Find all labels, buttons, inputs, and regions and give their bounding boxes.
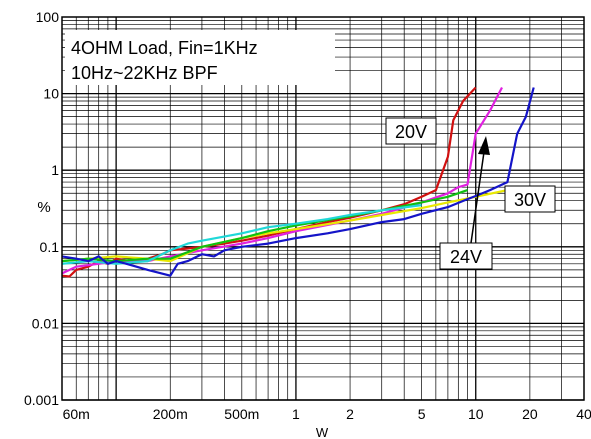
condition-line-1: 4OHM Load, Fin=1KHz <box>71 38 258 58</box>
x-tick-label: 5 <box>418 406 426 422</box>
x-tick-label: 1 <box>292 406 300 422</box>
label-24v: 24V <box>439 136 493 270</box>
label-24v-text: 24V <box>450 247 482 267</box>
x-tick-label: 10 <box>468 406 484 422</box>
series-line-4 <box>61 189 468 263</box>
label-20v-text: 20V <box>395 122 427 142</box>
y-tick-label: 10 <box>43 86 59 102</box>
series-line-3 <box>61 186 522 263</box>
x-tick-label: 500m <box>224 406 259 422</box>
arrow-head-24v <box>478 136 490 155</box>
x-tick-label: 200m <box>153 406 188 422</box>
x-tick-label: 40 <box>576 406 591 422</box>
plot-frame <box>61 16 585 401</box>
condition-box: 4OHM Load, Fin=1KHz 10Hz~22KHz BPF <box>65 30 335 85</box>
label-30v-text: 30V <box>514 190 546 210</box>
y-tick-label: 100 <box>36 9 60 25</box>
y-tick-label: 0.1 <box>40 239 60 255</box>
x-tick-label: 2 <box>346 406 354 422</box>
x-tick-label: 20 <box>522 406 538 422</box>
y-axis-label: % <box>37 199 50 216</box>
x-axis-label: W <box>316 425 329 439</box>
tick-labels: 0.001 0.01 0.1 1 10 100 60m 200m 500m 1 2 5 10 20 40 <box>24 9 591 422</box>
y-tick-label: 0.01 <box>32 315 59 331</box>
condition-line-2: 10Hz~22KHz BPF <box>71 63 218 83</box>
label-30v: 30V <box>504 185 556 213</box>
x-tick-label: 60m <box>63 406 90 422</box>
y-tick-label: 1 <box>51 162 59 178</box>
arrow-24v <box>470 151 485 244</box>
y-tick-label: 0.001 <box>24 392 59 408</box>
label-20v: 20V <box>385 117 437 145</box>
